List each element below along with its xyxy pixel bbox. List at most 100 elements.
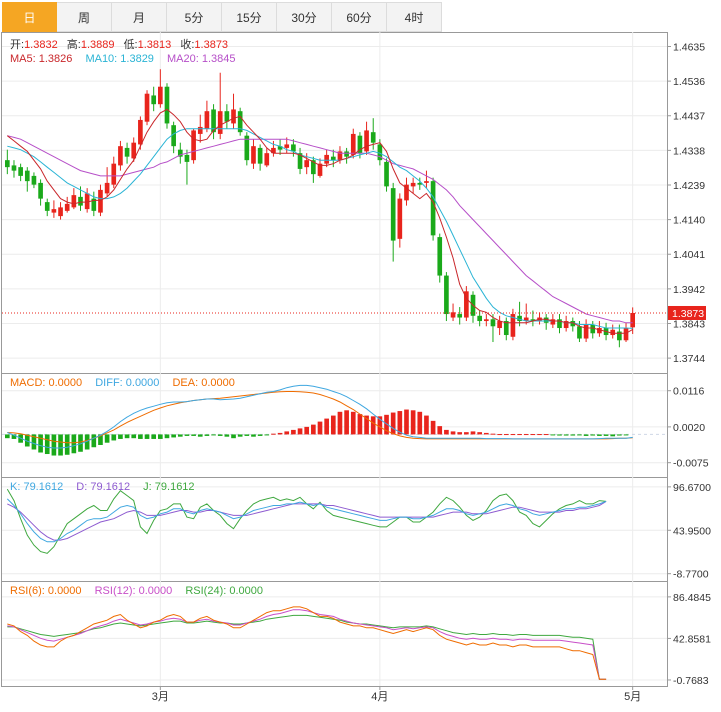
macd-bar (51, 434, 57, 456)
candle-body (158, 86, 163, 105)
date-tick-label: 3月 (152, 691, 169, 703)
candle-body (610, 329, 616, 336)
candle-body (337, 151, 343, 161)
last-price-tag (668, 305, 706, 320)
macd-bar (231, 434, 236, 439)
candle-body (284, 144, 290, 148)
macd-bar (350, 411, 356, 435)
macd-bar (317, 421, 323, 435)
tab-week[interactable]: 周 (57, 2, 112, 32)
tab-60min[interactable]: 60分 (332, 2, 387, 32)
macd-bar (610, 434, 616, 437)
candle-body (344, 151, 349, 157)
macd-bar (603, 434, 609, 436)
macd-bar (257, 434, 263, 436)
candle-body (177, 149, 183, 157)
candle-body (477, 315, 482, 322)
price-tick-label: 1.3942 (673, 284, 705, 296)
kdj-legend: K: 79.1612 D: 79.1612 J: 79.1612 (10, 481, 195, 493)
tab-month[interactable]: 月 (112, 2, 167, 32)
ohlc-legend: 开:1.3832 高:1.3889 低:1.3813 收:1.3873 MA5:… (10, 37, 236, 65)
candle-body (390, 188, 396, 241)
tab-30min[interactable]: 30分 (277, 2, 332, 32)
macd-bar (410, 410, 416, 435)
macd-bar (124, 434, 130, 439)
candle-body (277, 146, 283, 150)
tab-5min[interactable]: 5分 (167, 2, 222, 32)
candle-body (550, 319, 556, 325)
d-legend-value: D: 79.1612 (76, 481, 130, 493)
macd-legend: MACD: 0.0000 DIFF: 0.0000 DEA: 0.0000 (10, 377, 235, 389)
candle-body (563, 321, 569, 329)
macd-bar (164, 434, 170, 439)
macd-axis: 0.0116 0.0020 -0.0075 (667, 386, 709, 470)
candle-body (570, 321, 576, 327)
candle-body (457, 314, 463, 318)
macd-tick-label: 0.0020 (673, 422, 705, 434)
last-price-marker: 1.3873 (2, 305, 706, 320)
candle-body (410, 182, 416, 187)
macd-bar (144, 434, 150, 439)
price-axis: 1.4635 1.4536 1.4437 1.4338 1.4239 1.4140 1.40… (667, 41, 705, 365)
candle-body (211, 109, 216, 133)
candle-body (237, 111, 243, 133)
candle-body (370, 132, 376, 143)
kdj-tick-label: 96.6700 (673, 482, 711, 494)
candle-body (197, 126, 203, 134)
macd-bar (191, 434, 196, 436)
tab-15min[interactable]: 15分 (222, 2, 277, 32)
macd-bar (404, 409, 409, 435)
price-tick-label: 1.4338 (673, 145, 705, 157)
macd-bar (457, 432, 463, 435)
candle-body (58, 207, 63, 217)
macd-bar (171, 434, 176, 438)
macd-bar (510, 434, 516, 436)
macd-bar (597, 434, 602, 436)
macd-bar (523, 434, 529, 436)
candle-body (297, 153, 303, 169)
candle-body (317, 163, 323, 176)
macd-bar (131, 434, 137, 439)
macd-bar (251, 434, 256, 437)
macd-bar (330, 415, 336, 435)
macd-bar (138, 434, 143, 439)
macd-bar (38, 434, 43, 453)
candle-body (311, 160, 316, 175)
candle-body (18, 167, 23, 176)
kdj-lines (6, 488, 607, 554)
macd-bar (417, 411, 423, 435)
k-legend-value: K: 79.1612 (10, 481, 63, 493)
macd-bar (370, 416, 376, 435)
svg-text:RSI(6): 0.0000 RSI(12):: RSI(6): 0.0000 RSI(12): 0.0000 RSI(24): … (10, 585, 263, 597)
macd-bar (444, 429, 449, 435)
macd-bar (344, 410, 349, 435)
close-label: 收: (180, 37, 194, 51)
rsi24-legend-value: RSI(24): 0.0000 (185, 585, 263, 597)
candle-body (44, 202, 50, 211)
candle-body (78, 196, 83, 206)
kdj-panel-frame (1, 477, 668, 582)
ma20-legend: MA20: 1.3845 (167, 53, 236, 65)
candle-body (304, 160, 310, 168)
macd-bar (557, 434, 562, 436)
ma20-line (7, 135, 633, 324)
candle-body (530, 319, 536, 322)
svg-text:MACD: 0.0000 DIFF: 0.000: MACD: 0.0000 DIFF: 0.0000 DEA: 0.0000 (10, 377, 235, 389)
macd-histogram (4, 409, 629, 456)
macd-bar (217, 434, 223, 436)
macd-bar (84, 434, 90, 450)
candle-body (483, 319, 489, 322)
macd-bar (364, 415, 369, 435)
period-tabs: 日 周 月 5分 15分 30分 60分 4时 (2, 2, 450, 32)
candle-body (377, 144, 383, 161)
candle-body (444, 275, 449, 315)
tab-4hour[interactable]: 4时 (387, 2, 442, 32)
tab-day[interactable]: 日 (2, 2, 57, 32)
date-axis: 3月 4月 5月 (152, 686, 641, 703)
price-tick-label: 1.4041 (673, 249, 705, 261)
candle-body (437, 237, 443, 276)
last-price-label: 1.3873 (672, 308, 704, 320)
macd-bar (271, 433, 276, 435)
macd-bar (623, 434, 629, 436)
